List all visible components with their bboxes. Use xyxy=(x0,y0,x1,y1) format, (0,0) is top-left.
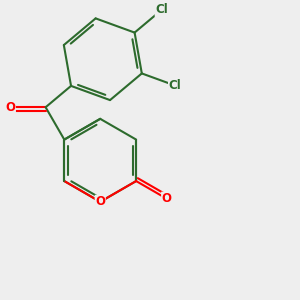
Text: Cl: Cl xyxy=(169,79,181,92)
Text: Cl: Cl xyxy=(155,3,168,16)
Text: O: O xyxy=(5,101,15,114)
Text: O: O xyxy=(95,195,105,208)
Text: O: O xyxy=(162,192,172,205)
